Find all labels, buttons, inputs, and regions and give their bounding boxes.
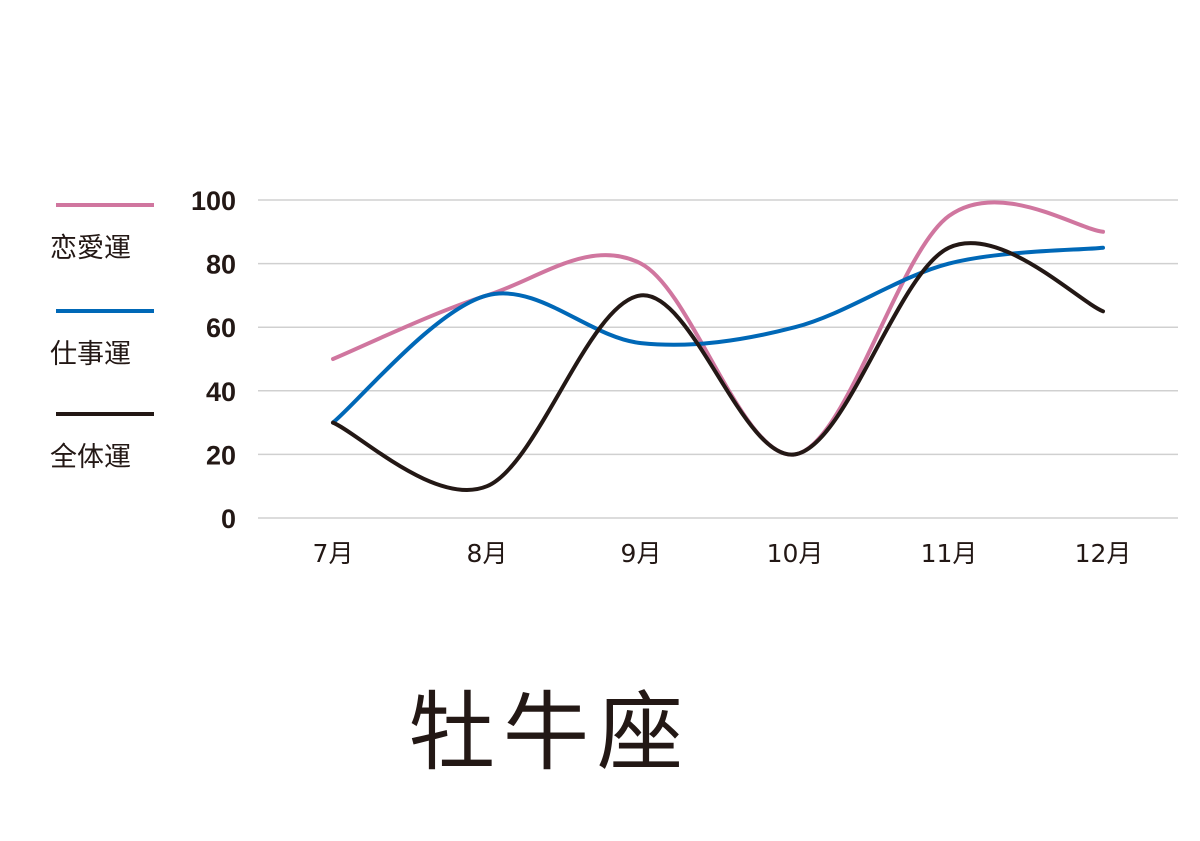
x-tick-label: 10月 <box>767 539 824 568</box>
y-tick-label: 60 <box>206 313 236 343</box>
series-lines <box>331 200 1105 492</box>
x-axis-ticks: 7月 8月 9月 10月 11月 12月 <box>313 539 1132 568</box>
x-tick-label: 8月 <box>467 539 508 568</box>
grid-lines <box>258 199 1178 519</box>
legend-label: 全体運 <box>50 442 131 473</box>
y-tick-label: 20 <box>206 440 236 470</box>
series-line-1 <box>331 245 1105 425</box>
y-tick-label: 80 <box>206 250 236 280</box>
x-tick-label: 12月 <box>1075 539 1132 568</box>
y-tick-label: 40 <box>206 377 236 407</box>
legend-label: 仕事運 <box>50 339 131 370</box>
chart-title: 牡牛座 <box>409 683 691 783</box>
y-axis-ticks: 0 20 40 60 80 100 <box>191 186 236 534</box>
x-tick-label: 7月 <box>313 539 354 568</box>
series-line-0 <box>331 200 1105 457</box>
x-tick-label: 9月 <box>621 539 662 568</box>
legend-label: 恋愛運 <box>50 233 131 264</box>
y-tick-label: 100 <box>191 186 236 216</box>
x-tick-label: 11月 <box>921 539 978 568</box>
y-tick-label: 0 <box>221 504 236 534</box>
series-line-2 <box>331 241 1105 492</box>
